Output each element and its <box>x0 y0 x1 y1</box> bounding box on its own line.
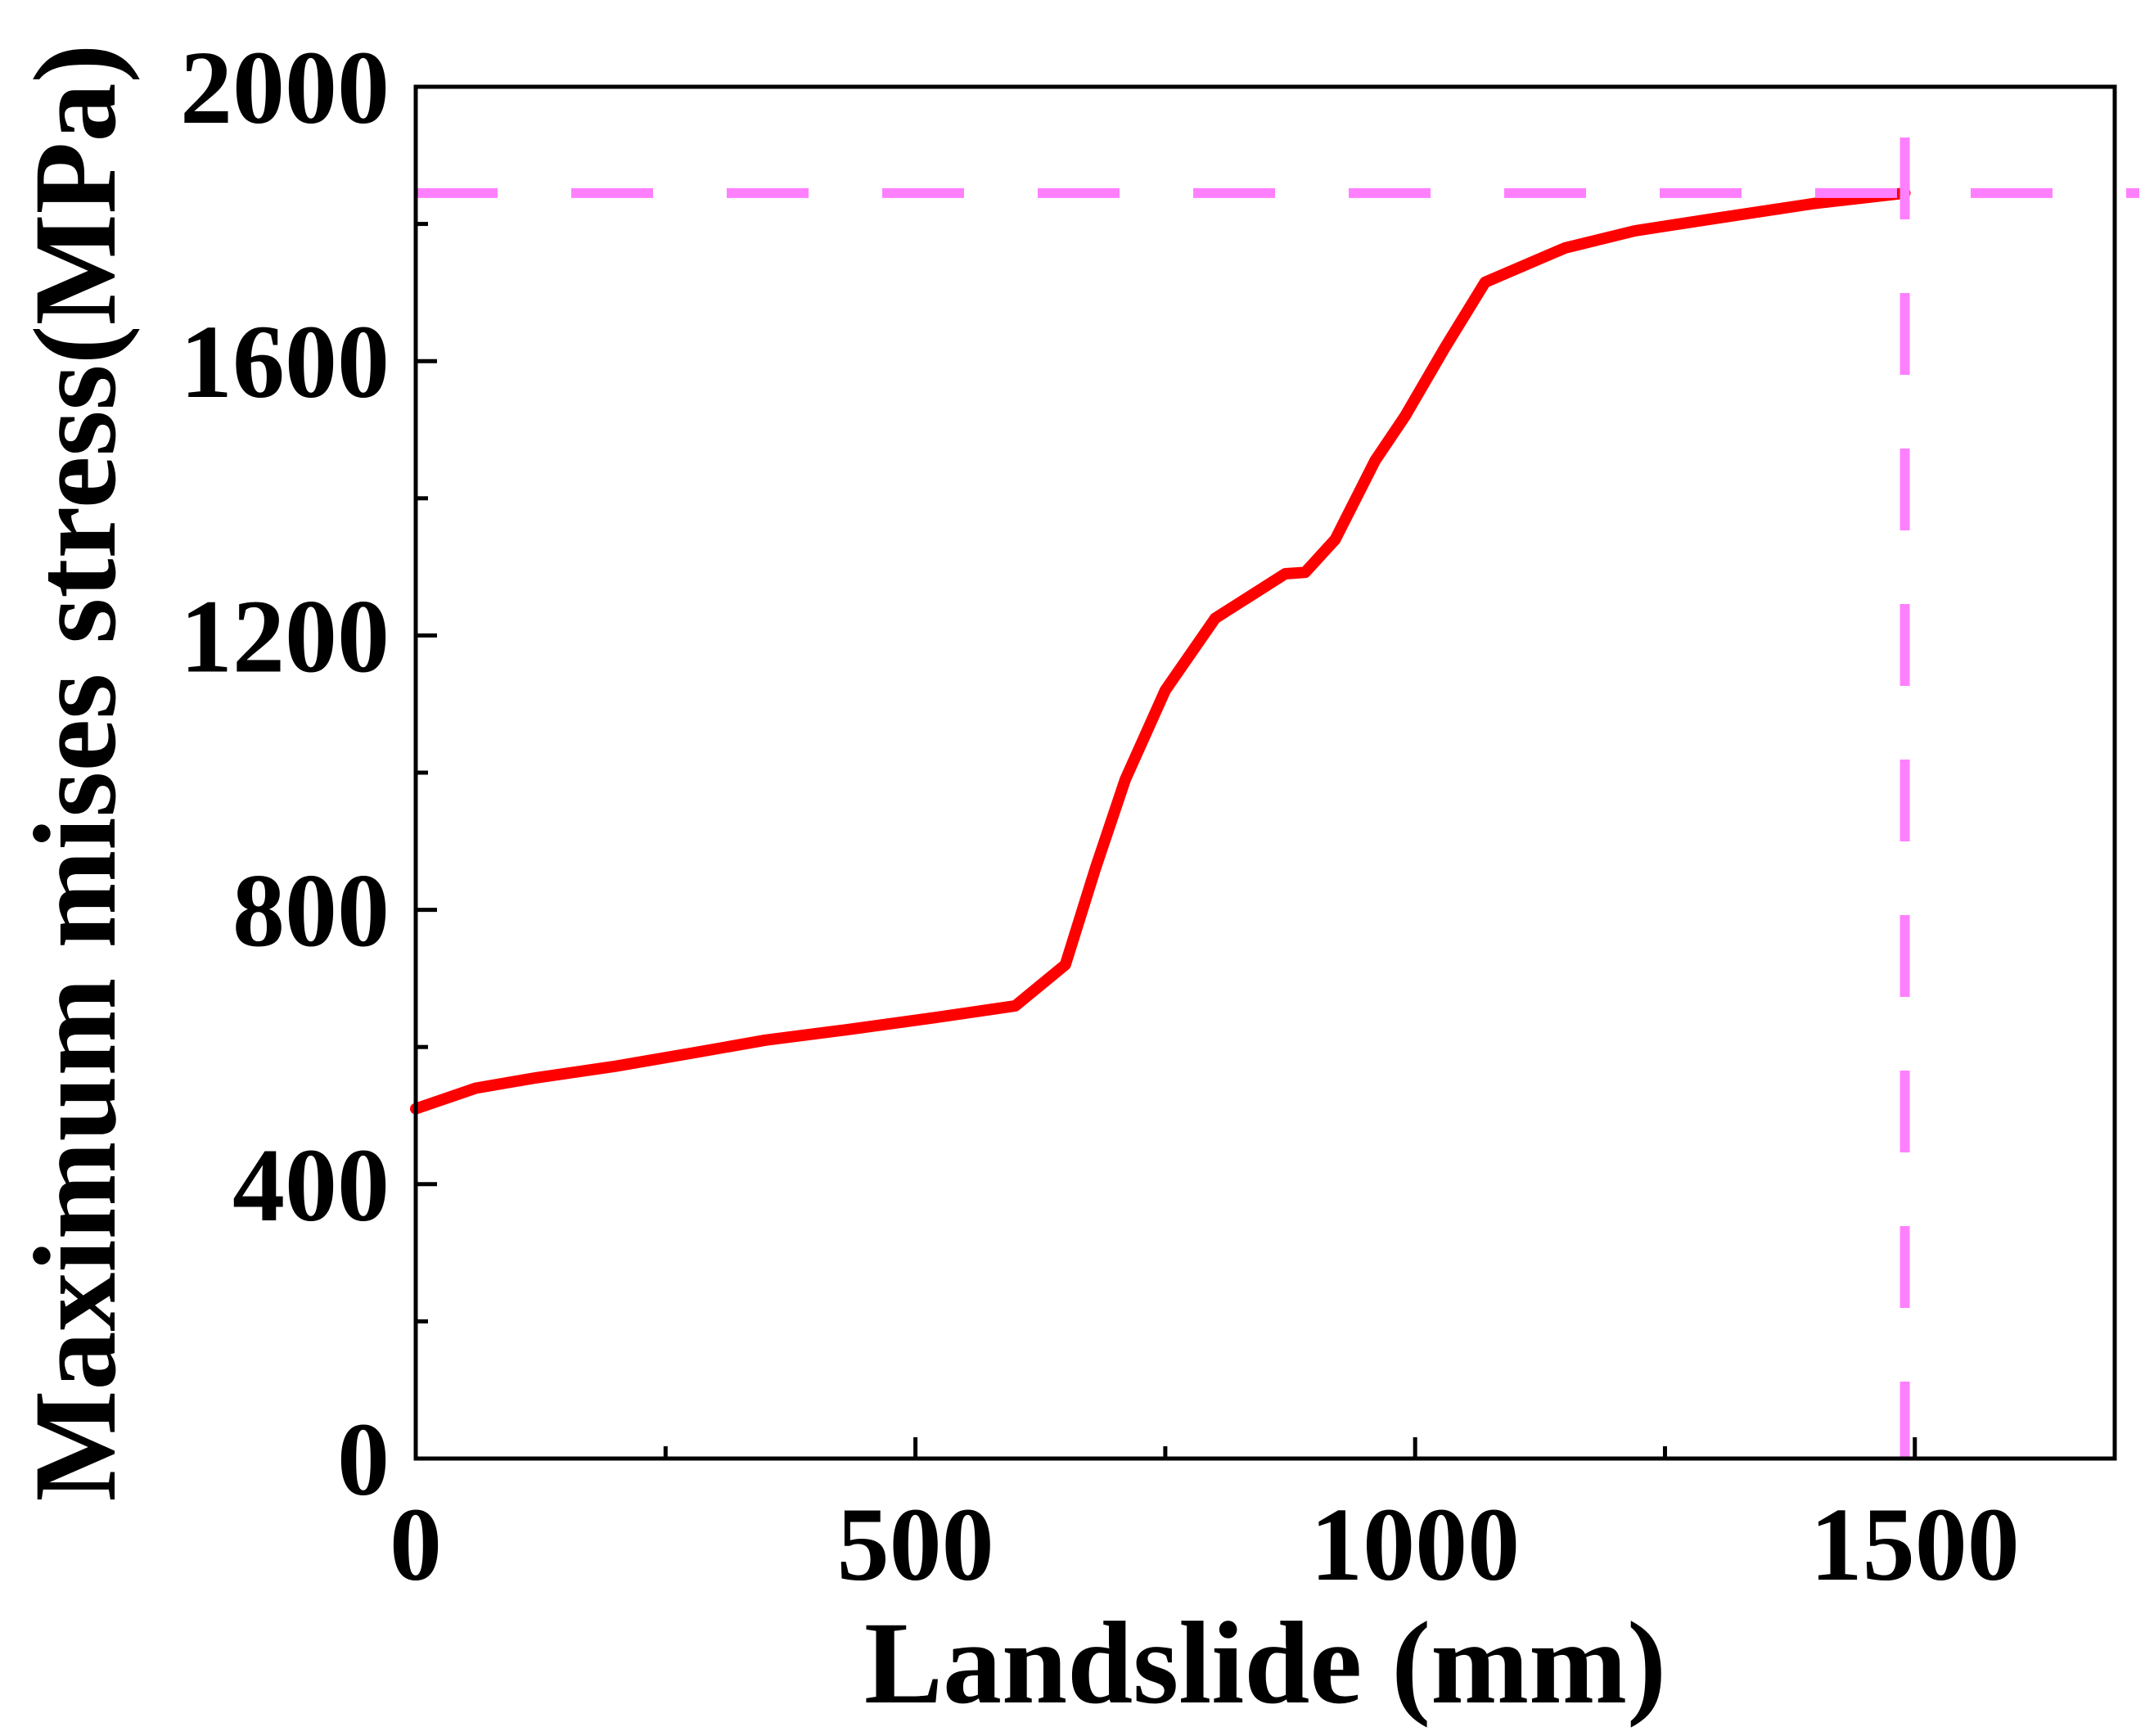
y-tick-label: 0 <box>337 1401 390 1517</box>
y-tick-label: 1600 <box>180 304 390 420</box>
x-tick-label: 1500 <box>1810 1486 2020 1603</box>
x-tick-label: 0 <box>390 1486 442 1603</box>
reference-lines <box>416 138 2139 1459</box>
y-tick-label: 800 <box>232 853 390 969</box>
y-axis-title: Maximum mises stress(MPa) <box>11 44 141 1502</box>
y-tick-label: 400 <box>232 1127 390 1243</box>
y-tick-labels: 0 400 800 1200 1600 2000 <box>180 29 390 1517</box>
x-tick-label: 1000 <box>1310 1486 1520 1603</box>
series-line <box>410 187 1911 1115</box>
axis-ticks <box>413 84 1917 1461</box>
y-tick-label: 2000 <box>180 29 390 146</box>
x-axis-title: Landslide (mm) <box>864 1598 1666 1729</box>
y-tick-label: 1200 <box>180 578 390 694</box>
x-tick-labels: 0 500 1000 1500 <box>390 1486 2020 1603</box>
x-tick-label: 500 <box>837 1486 994 1603</box>
plot-frame <box>413 84 2117 1461</box>
series-layer <box>410 187 1911 1115</box>
